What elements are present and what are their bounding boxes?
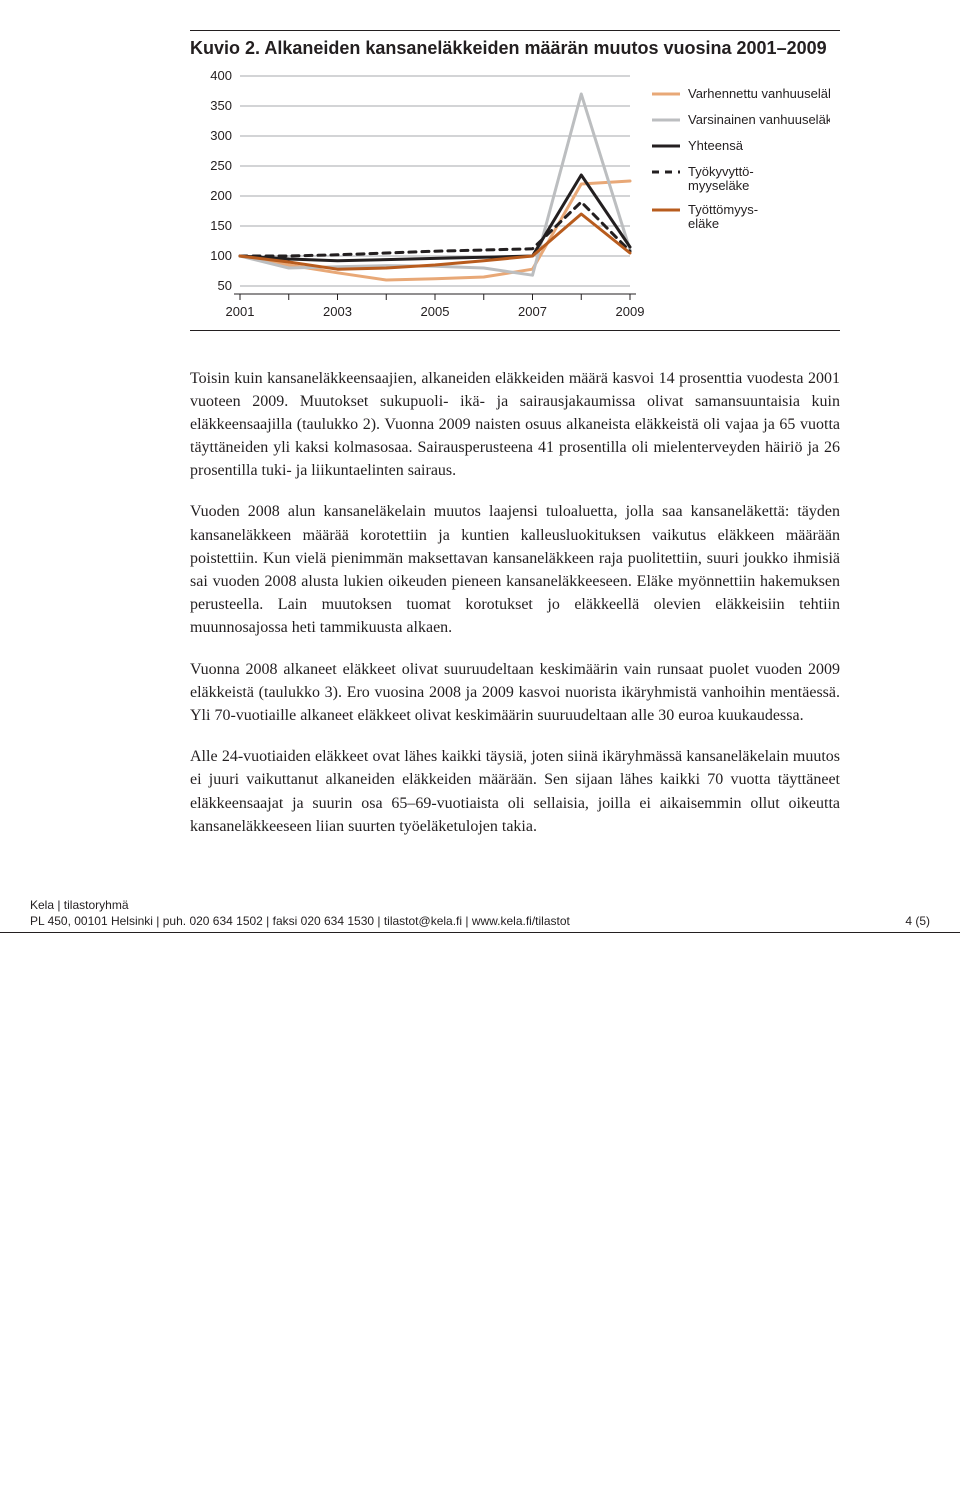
svg-text:400: 400 bbox=[210, 68, 232, 83]
svg-text:50: 50 bbox=[218, 278, 232, 293]
svg-text:150: 150 bbox=[210, 218, 232, 233]
paragraph: Toisin kuin kansaneläkkeensaajien, alkan… bbox=[190, 367, 840, 483]
body-text: Toisin kuin kansaneläkkeensaajien, alkan… bbox=[190, 367, 840, 838]
svg-text:eläke: eläke bbox=[688, 216, 719, 231]
svg-text:300: 300 bbox=[210, 128, 232, 143]
footer-group: Kela | tilastoryhmä bbox=[30, 898, 570, 912]
page-number: 4 (5) bbox=[905, 914, 930, 928]
svg-text:2001: 2001 bbox=[226, 304, 255, 319]
svg-text:2009: 2009 bbox=[616, 304, 645, 319]
svg-text:200: 200 bbox=[210, 188, 232, 203]
page-footer: Kela | tilastoryhmä PL 450, 00101 Helsin… bbox=[0, 898, 960, 933]
svg-text:2005: 2005 bbox=[421, 304, 450, 319]
chart-title: Kuvio 2. Alkaneiden kansaneläkkeiden mää… bbox=[190, 30, 840, 60]
svg-text:Varhennettu vanhuuseläke: Varhennettu vanhuuseläke bbox=[688, 86, 830, 101]
svg-text:2007: 2007 bbox=[518, 304, 547, 319]
svg-text:250: 250 bbox=[210, 158, 232, 173]
chart-container: 50 100 150 200 250 300 350 400 2001 2003 2005 2007 2… bbox=[190, 66, 840, 326]
paragraph: Vuonna 2008 alkaneet eläkkeet olivat suu… bbox=[190, 658, 840, 728]
svg-text:Työkyvyttö-: Työkyvyttö- bbox=[688, 164, 754, 179]
chart-bottom-rule bbox=[190, 330, 840, 331]
svg-text:2003: 2003 bbox=[323, 304, 352, 319]
paragraph: Vuoden 2008 alun kansaneläkelain muutos … bbox=[190, 500, 840, 639]
paragraph: Alle 24-vuotiaiden eläkkeet ovat lähes k… bbox=[190, 745, 840, 838]
svg-text:myyseläke: myyseläke bbox=[688, 178, 749, 193]
svg-text:350: 350 bbox=[210, 98, 232, 113]
svg-text:100: 100 bbox=[210, 248, 232, 263]
footer-contact: PL 450, 00101 Helsinki | puh. 020 634 15… bbox=[30, 914, 570, 928]
svg-text:Työttömyys-: Työttömyys- bbox=[688, 202, 758, 217]
svg-text:Yhteensä: Yhteensä bbox=[688, 138, 744, 153]
line-chart: 50 100 150 200 250 300 350 400 2001 2003 2005 2007 2… bbox=[190, 66, 830, 326]
svg-text:Varsinainen vanhuuseläke: Varsinainen vanhuuseläke bbox=[688, 112, 830, 127]
